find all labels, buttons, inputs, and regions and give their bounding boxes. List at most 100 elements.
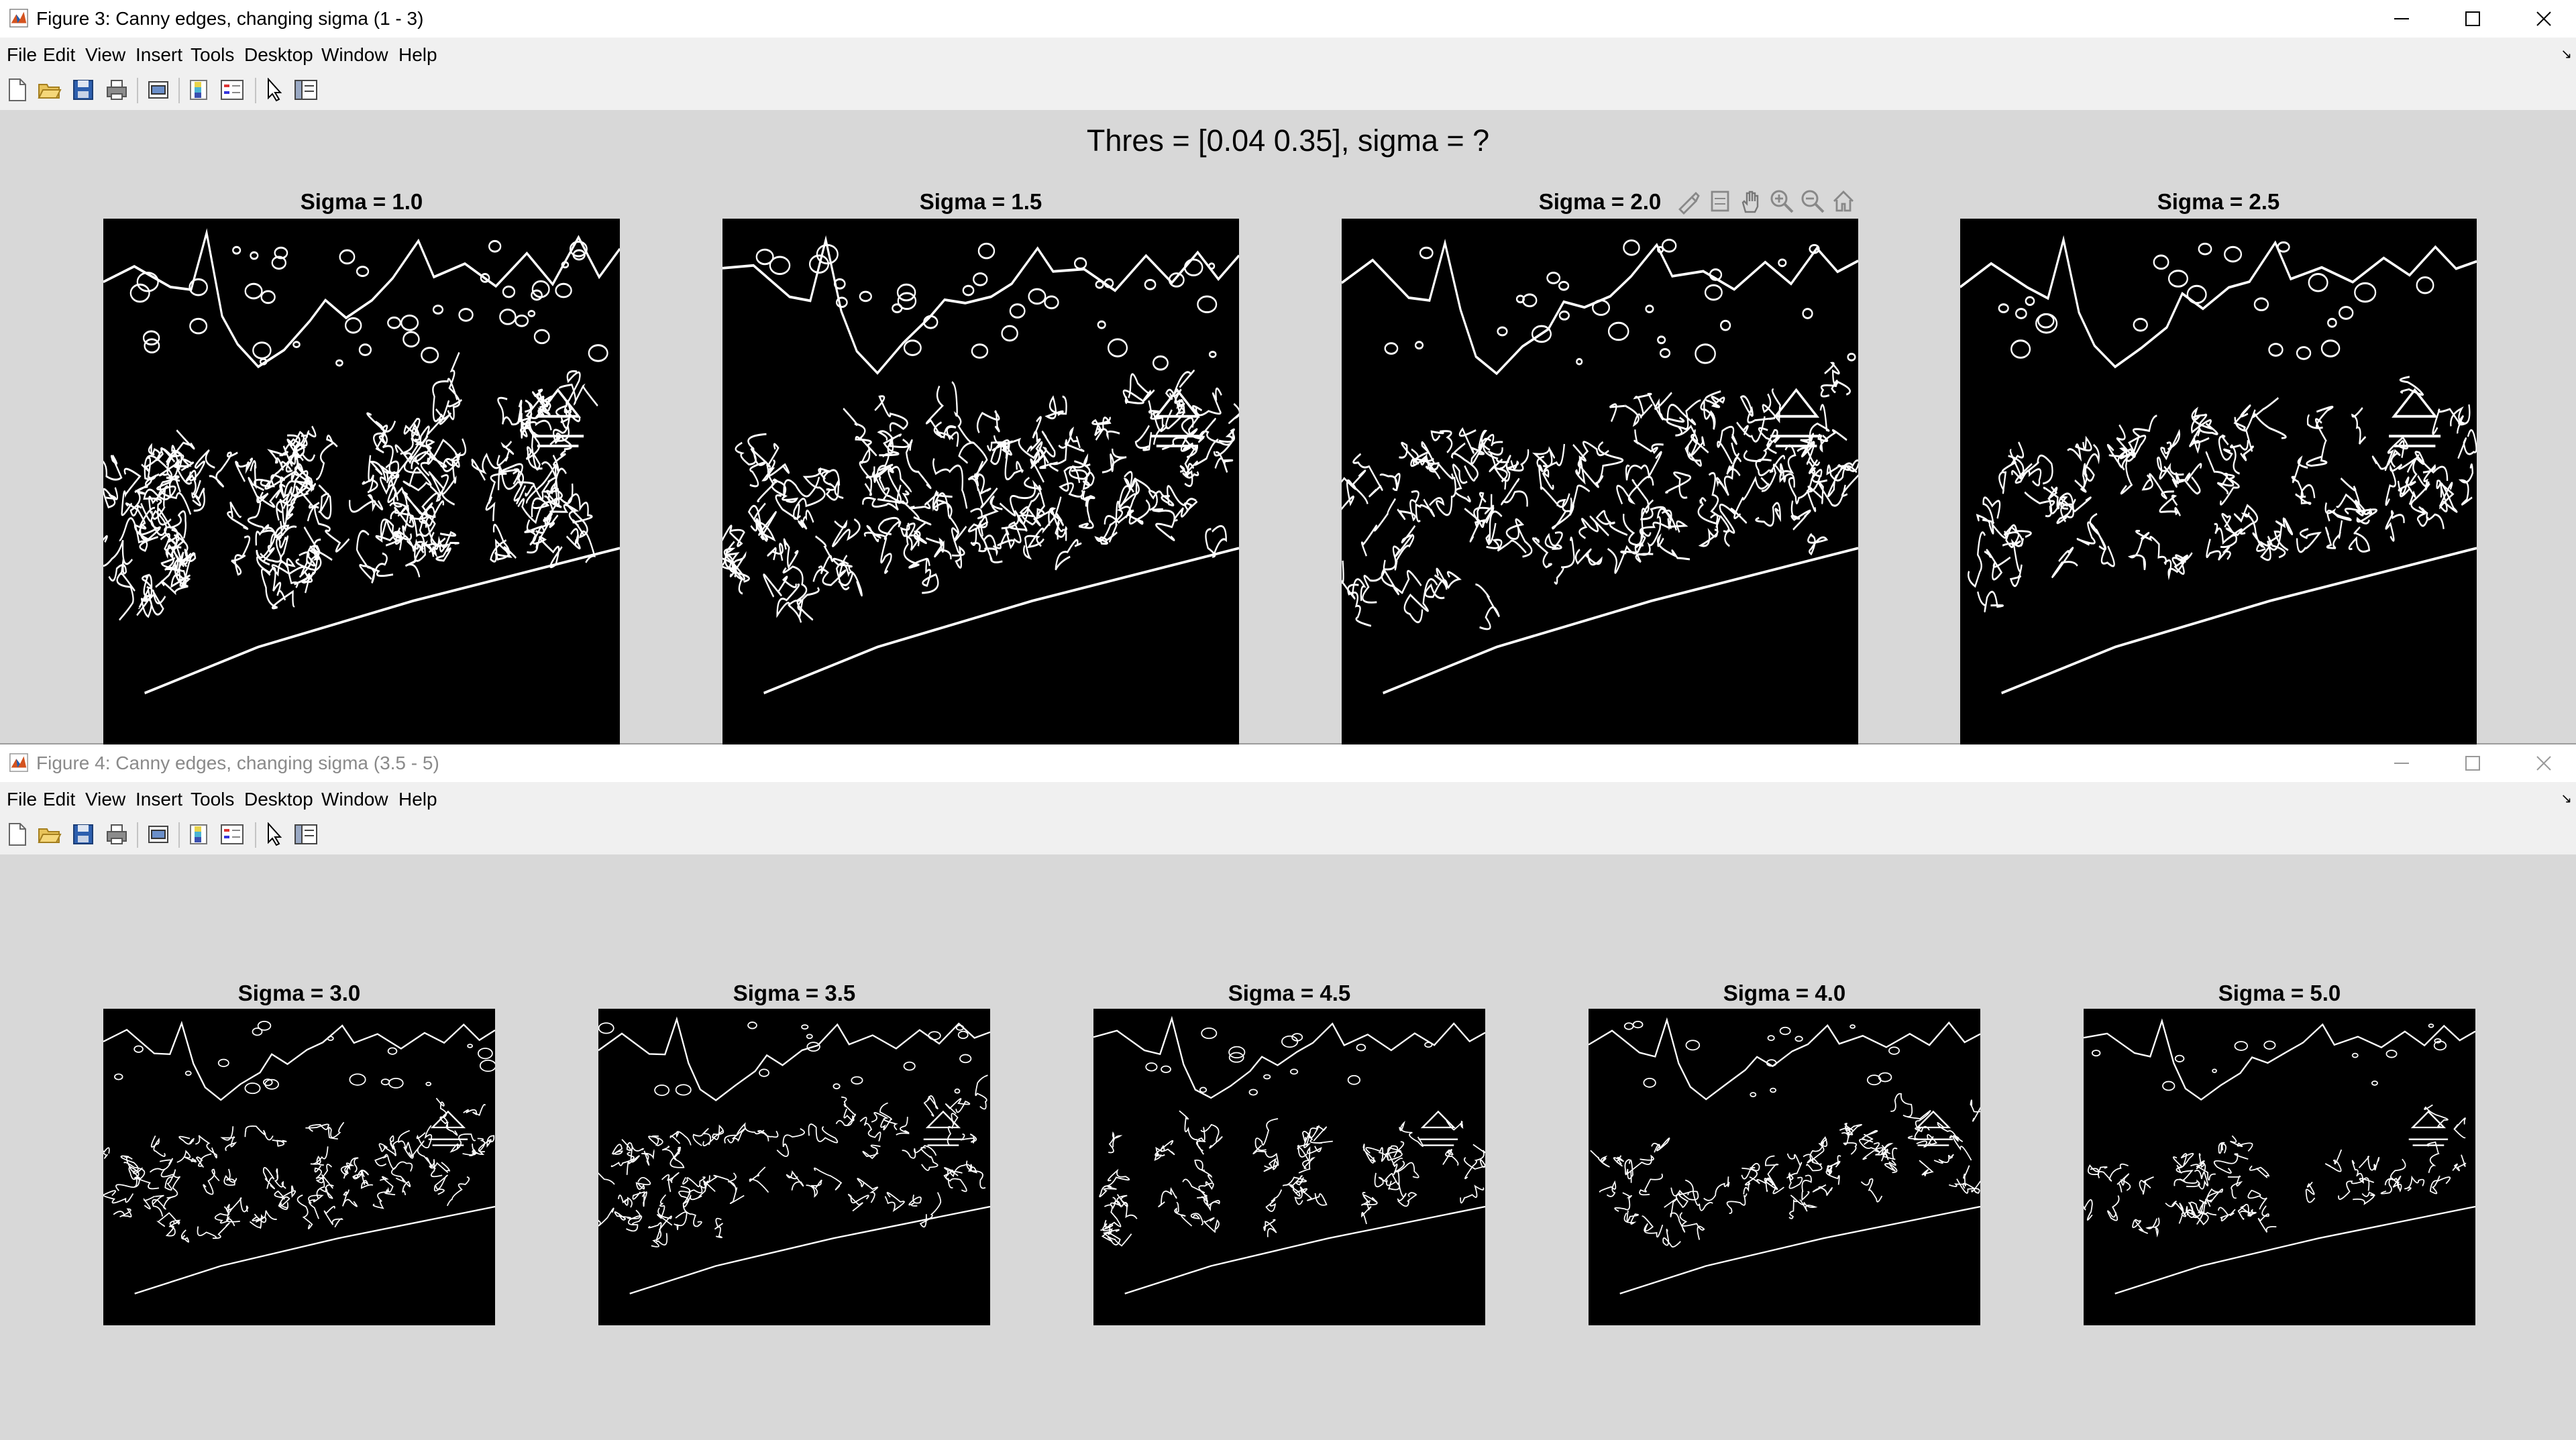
menu-file[interactable]: File: [7, 789, 38, 810]
menu-bar: File Edit View Insert Tools Desktop Wind…: [0, 782, 2576, 814]
print-icon[interactable]: [105, 78, 129, 102]
menu-view[interactable]: View: [85, 789, 126, 810]
window-title: Figure 4: Canny edges, changing sigma (3…: [36, 753, 439, 773]
toolbar-separator: [137, 78, 138, 103]
dock-arrow-icon[interactable]: ↘: [2561, 47, 2572, 62]
menu-window[interactable]: Window: [321, 789, 388, 810]
axes-title: Sigma = 3.0: [237, 981, 361, 1005]
menu-help[interactable]: Help: [398, 44, 437, 65]
window-title: Figure 3: Canny edges, changing sigma (1…: [36, 8, 424, 29]
print-icon[interactable]: [105, 822, 129, 846]
edge-image-axes[interactable]: [722, 219, 1239, 744]
menu-view[interactable]: View: [85, 44, 126, 65]
edge-map-image: [1342, 238, 1858, 695]
maximize-button[interactable]: [2437, 0, 2508, 38]
figure-toolbar: [0, 70, 2576, 111]
menu-desktop[interactable]: Desktop: [244, 44, 313, 65]
open-file-icon[interactable]: [38, 822, 62, 846]
axes-title: Sigma = 1.5: [919, 189, 1042, 214]
minimize-button[interactable]: [2366, 744, 2437, 782]
figure-suptitle: Thres = [0.04 0.35], sigma = ?: [1086, 123, 1490, 158]
menu-desktop[interactable]: Desktop: [244, 789, 313, 810]
zoom-in-icon[interactable]: [1768, 188, 1795, 215]
edge-map-image: [1589, 1017, 1980, 1294]
axes-title: Sigma = 3.5: [733, 981, 856, 1005]
matlab-logo-icon: [9, 9, 28, 27]
menu-window[interactable]: Window: [321, 44, 388, 65]
data-tips-icon[interactable]: [1707, 188, 1733, 215]
menu-file[interactable]: File: [7, 44, 38, 65]
edge-image-axes[interactable]: [2084, 1009, 2475, 1325]
new-figure-icon[interactable]: [5, 78, 30, 102]
zoom-out-icon[interactable]: [1799, 188, 1826, 215]
edge-map-image: [722, 235, 1239, 695]
figure-canvas: Thres = [0.04 0.35], sigma = ? Sigma = 1…: [0, 110, 2576, 744]
figure-canvas: Sigma = 3.0 Sigma = 3.5 Sigma = 4.5 Sigm…: [0, 854, 2576, 1440]
close-icon: [2536, 11, 2551, 26]
toolbar-separator: [178, 78, 180, 103]
figure-4-window: Figure 4: Canny edges, changing sigma (3…: [0, 744, 2576, 1440]
minimize-icon: [2394, 18, 2409, 19]
edge-map-image: [1093, 1015, 1485, 1294]
edge-image-axes[interactable]: [1093, 1009, 1485, 1325]
open-file-icon[interactable]: [38, 78, 62, 102]
edge-image-axes[interactable]: [103, 219, 620, 744]
axes-toolbar: [1676, 188, 1858, 215]
maximize-icon: [2465, 756, 2480, 771]
axes-title: Sigma = 4.5: [1228, 981, 1351, 1005]
edge-map-image: [103, 228, 620, 695]
axes-title: Sigma = 2.5: [2157, 189, 2280, 214]
figure-3-window: Figure 3: Canny edges, changing sigma (1…: [0, 0, 2576, 744]
menu-tools[interactable]: Tools: [191, 789, 235, 810]
axes-title: Sigma = 1.0: [300, 189, 423, 214]
menu-edit[interactable]: Edit: [43, 789, 76, 810]
edge-image-axes[interactable]: [103, 1009, 495, 1325]
toolbar-separator: [178, 822, 180, 848]
axes-title: Sigma = 2.0: [1538, 189, 1662, 214]
insert-legend-icon[interactable]: [220, 78, 244, 102]
minimize-button[interactable]: [2366, 0, 2437, 38]
menu-help[interactable]: Help: [398, 789, 437, 810]
pan-hand-icon[interactable]: [1737, 188, 1764, 215]
menu-insert[interactable]: Insert: [136, 44, 183, 65]
minimize-icon: [2394, 763, 2409, 764]
maximize-button[interactable]: [2437, 744, 2508, 782]
edit-plot-arrow-icon[interactable]: [263, 78, 287, 102]
menu-tools[interactable]: Tools: [191, 44, 235, 65]
restore-view-home-icon[interactable]: [1830, 188, 1857, 215]
edge-map-image: [1960, 235, 2477, 695]
insert-legend-icon[interactable]: [220, 822, 244, 846]
menu-insert[interactable]: Insert: [136, 789, 183, 810]
title-bar[interactable]: Figure 3: Canny edges, changing sigma (1…: [0, 0, 2576, 38]
edge-map-image: [598, 1016, 990, 1294]
edit-plot-arrow-icon[interactable]: [263, 822, 287, 846]
toolbar-separator: [255, 822, 256, 848]
link-plot-icon[interactable]: [146, 78, 170, 102]
edge-image-axes[interactable]: [598, 1009, 990, 1325]
edge-image-axes[interactable]: [1589, 1009, 1980, 1325]
menu-edit[interactable]: Edit: [43, 44, 76, 65]
close-button[interactable]: [2508, 744, 2576, 782]
figure-toolbar: [0, 814, 2576, 856]
dock-arrow-icon[interactable]: ↘: [2561, 791, 2572, 806]
toolbar-separator: [137, 822, 138, 848]
matlab-logo-icon: [9, 753, 28, 772]
toolbar-separator: [255, 78, 256, 103]
edge-map-image: [2084, 1018, 2475, 1294]
new-figure-icon[interactable]: [5, 822, 30, 846]
edge-map-image: [103, 1020, 495, 1294]
save-icon[interactable]: [71, 822, 95, 846]
maximize-icon: [2465, 11, 2480, 26]
insert-colorbar-icon[interactable]: [186, 78, 211, 102]
edge-image-axes[interactable]: [1960, 219, 2477, 744]
close-button[interactable]: [2508, 0, 2576, 38]
link-plot-icon[interactable]: [146, 822, 170, 846]
edge-image-axes[interactable]: [1342, 219, 1858, 744]
title-bar[interactable]: Figure 4: Canny edges, changing sigma (3…: [0, 744, 2576, 782]
save-icon[interactable]: [71, 78, 95, 102]
brush-icon[interactable]: [1676, 188, 1703, 215]
insert-colorbar-icon[interactable]: [186, 822, 211, 846]
property-inspector-icon[interactable]: [294, 822, 318, 846]
property-inspector-icon[interactable]: [294, 78, 318, 102]
axes-title: Sigma = 5.0: [2218, 981, 2341, 1005]
